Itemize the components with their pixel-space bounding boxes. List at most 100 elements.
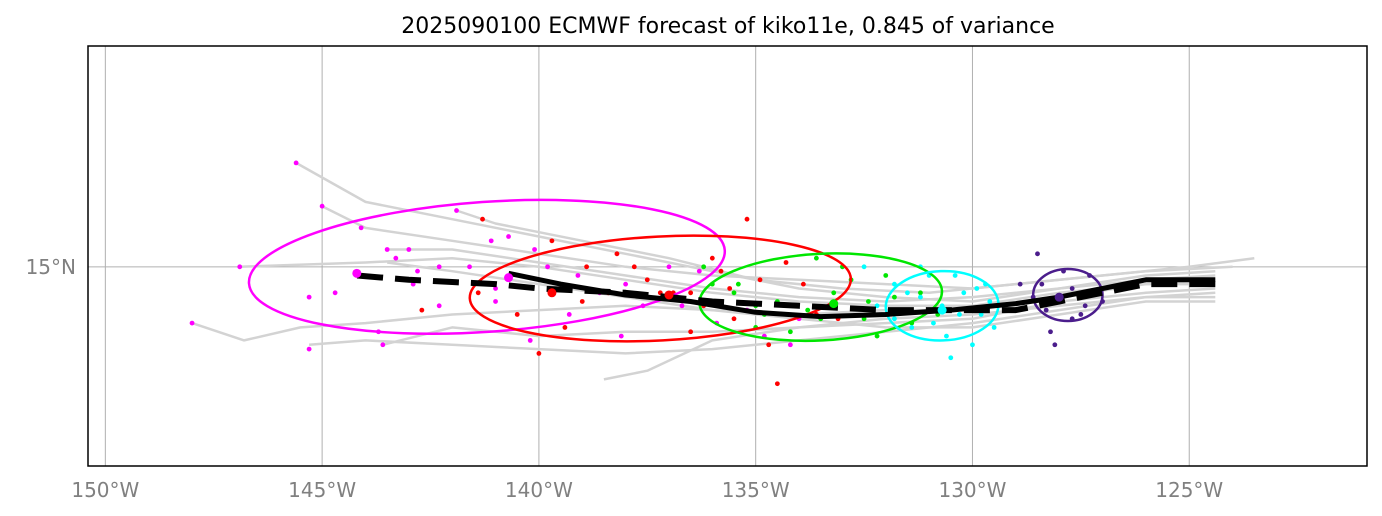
track-center-point <box>664 290 674 300</box>
x-tick-label: 150°W <box>71 478 139 502</box>
track-center-point <box>1054 292 1064 302</box>
magenta-point <box>493 286 498 291</box>
member-track <box>603 295 1216 381</box>
member-track <box>239 256 1216 308</box>
green-point <box>874 333 880 339</box>
cyan-point <box>978 312 984 317</box>
purple-point <box>1039 281 1045 287</box>
green-point <box>735 281 741 287</box>
green-point <box>883 273 889 278</box>
red-point <box>614 251 620 257</box>
magenta-point <box>696 268 702 274</box>
purple-point <box>1048 329 1053 335</box>
red-point <box>774 381 780 387</box>
magenta-point <box>436 303 442 309</box>
cyan-point <box>861 264 867 270</box>
red-point <box>718 268 724 274</box>
red-point <box>766 342 772 348</box>
magenta-point <box>506 234 511 239</box>
red-point <box>644 277 650 283</box>
cyan-point <box>892 316 897 322</box>
magenta-point <box>358 225 364 231</box>
cyan-point <box>905 290 910 296</box>
uncertainty-ellipse <box>247 198 727 335</box>
magenta-point <box>306 346 312 352</box>
red-point <box>727 286 733 291</box>
member-track <box>309 291 1216 355</box>
cyan-point <box>970 342 975 348</box>
magenta-point <box>618 333 624 339</box>
magenta-point <box>527 338 533 343</box>
magenta-point <box>436 264 442 270</box>
magenta-point <box>566 312 572 317</box>
cyan-point <box>957 312 962 317</box>
green-point <box>918 290 923 296</box>
magenta-point <box>306 294 312 300</box>
red-point <box>757 277 763 283</box>
purple-point <box>1043 307 1049 313</box>
purple-point <box>1069 286 1075 291</box>
red-point <box>475 290 481 296</box>
green-point <box>831 290 837 296</box>
cyan-point <box>918 294 923 300</box>
magenta-point <box>488 238 494 244</box>
red-point <box>579 299 585 304</box>
green-point <box>866 299 871 304</box>
red-point <box>688 290 694 296</box>
magenta-point <box>406 247 412 252</box>
magenta-point <box>415 268 420 274</box>
red-point <box>731 316 737 322</box>
red-point <box>549 238 555 244</box>
red-point <box>514 312 520 317</box>
magenta-point <box>575 273 581 278</box>
grid-lines <box>88 46 1367 466</box>
y-tick-label: 15°N <box>26 255 76 279</box>
red-point <box>631 264 637 270</box>
track-center-point <box>829 299 839 309</box>
x-tick-label: 140°W <box>505 478 573 502</box>
track-center-point <box>504 273 514 283</box>
cyan-point <box>991 325 997 330</box>
cyan-point <box>909 325 915 330</box>
x-tick-label: 125°W <box>1155 478 1223 502</box>
purple-point <box>1017 281 1023 287</box>
member-track <box>191 300 1216 342</box>
member-track <box>387 248 1216 303</box>
plot-frame <box>87 45 1368 467</box>
magenta-point <box>189 320 195 326</box>
red-point <box>480 216 485 222</box>
green-point <box>805 307 811 313</box>
cyan-point <box>974 286 980 291</box>
axis-ticks: 150°W 145°W 140°W 135°W 130°W 125°W 15°N <box>26 255 1224 502</box>
uncertainty-ellipses <box>247 198 1104 343</box>
purple-point <box>1052 342 1058 348</box>
red-point <box>536 351 542 356</box>
chart-title: 2025090100 ECMWF forecast of kiko11e, 0.… <box>401 14 1054 39</box>
cyan-point <box>952 273 958 278</box>
magenta-point <box>666 264 672 270</box>
track-center-point <box>547 288 557 298</box>
red-point <box>688 329 694 335</box>
cyan-point <box>987 299 993 304</box>
red-point <box>419 307 425 313</box>
red-point <box>744 216 750 222</box>
cyan-point <box>948 355 954 361</box>
purple-point <box>1035 251 1040 257</box>
red-point <box>584 264 589 270</box>
mean-tracks <box>356 270 1216 320</box>
magenta-point <box>679 303 685 309</box>
red-point <box>709 255 715 261</box>
magenta-point <box>787 342 793 348</box>
green-point <box>892 294 897 300</box>
green-point <box>787 329 793 335</box>
magenta-point <box>454 208 459 213</box>
magenta-point <box>319 203 325 209</box>
green-point <box>701 264 707 270</box>
green-point <box>813 255 819 261</box>
green-point <box>731 290 737 296</box>
magenta-point <box>380 342 386 348</box>
median-track-solid <box>508 270 1216 320</box>
magenta-point <box>467 264 472 270</box>
plot-area <box>189 160 1255 387</box>
cyan-point <box>944 333 949 339</box>
